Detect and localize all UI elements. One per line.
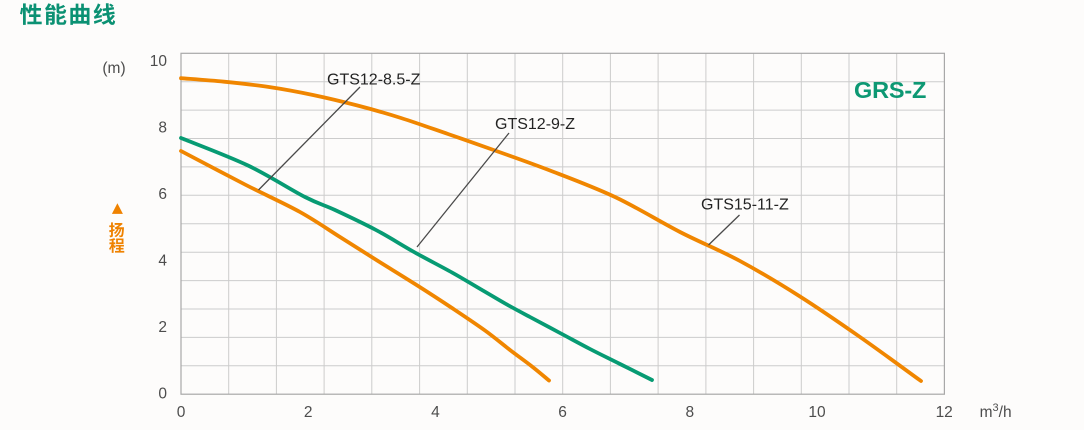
svg-text:10: 10 [808,404,826,421]
svg-text:8: 8 [685,404,694,421]
svg-text:0: 0 [158,386,167,403]
svg-text:GTS12-9-Z: GTS12-9-Z [495,116,575,133]
svg-text:GTS12-8.5-Z: GTS12-8.5-Z [327,72,421,89]
svg-text:6: 6 [158,186,167,203]
svg-text:6: 6 [558,404,567,421]
svg-text:(m): (m) [102,60,125,77]
svg-text:12: 12 [936,404,953,421]
svg-text:4: 4 [431,404,440,421]
svg-text:10: 10 [150,53,168,70]
svg-text:8: 8 [158,120,167,137]
svg-text:4: 4 [158,253,167,270]
svg-text:m3/h: m3/h [980,402,1012,421]
svg-text:2: 2 [304,404,313,421]
svg-text:2: 2 [158,319,167,336]
svg-text:GTS15-11-Z: GTS15-11-Z [701,197,789,214]
svg-text:0: 0 [177,404,186,421]
